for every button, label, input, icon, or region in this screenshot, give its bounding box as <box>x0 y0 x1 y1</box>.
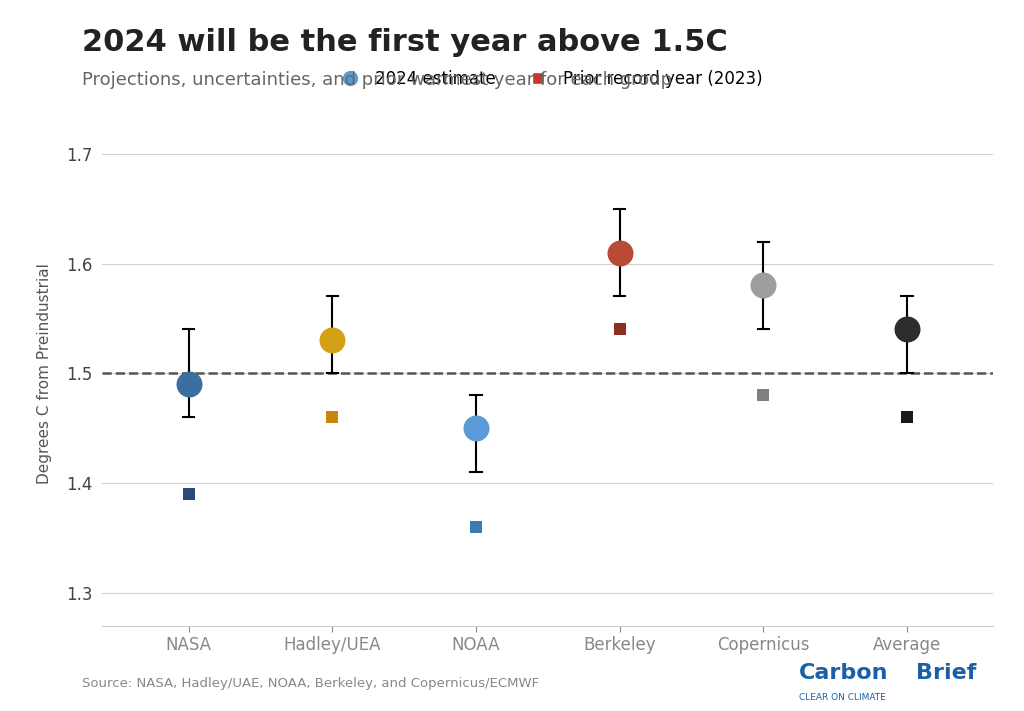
Text: Carbon: Carbon <box>799 663 888 683</box>
Point <box>611 324 628 335</box>
Point <box>611 247 628 258</box>
Y-axis label: Degrees C from Preindustrial: Degrees C from Preindustrial <box>37 263 52 483</box>
Text: 2024 will be the first year above 1.5C: 2024 will be the first year above 1.5C <box>82 28 728 58</box>
Text: Source: NASA, Hadley/UAE, NOAA, Berkeley, and Copernicus/ECMWF: Source: NASA, Hadley/UAE, NOAA, Berkeley… <box>82 677 539 690</box>
Point <box>325 335 341 346</box>
Point <box>899 412 915 423</box>
Point <box>755 390 771 401</box>
Text: CLEAR ON CLIMATE: CLEAR ON CLIMATE <box>799 693 886 702</box>
Point <box>325 412 341 423</box>
Point <box>468 521 484 533</box>
Point <box>468 422 484 434</box>
Point <box>755 280 771 292</box>
Text: Brief: Brief <box>916 663 977 683</box>
Text: Projections, uncertainties, and prior warmest year for each group: Projections, uncertainties, and prior wa… <box>82 71 672 89</box>
Legend: 2024 estimate, Prior record year (2023): 2024 estimate, Prior record year (2023) <box>327 63 769 95</box>
Point <box>899 324 915 335</box>
Point <box>180 488 197 500</box>
Point <box>180 378 197 390</box>
